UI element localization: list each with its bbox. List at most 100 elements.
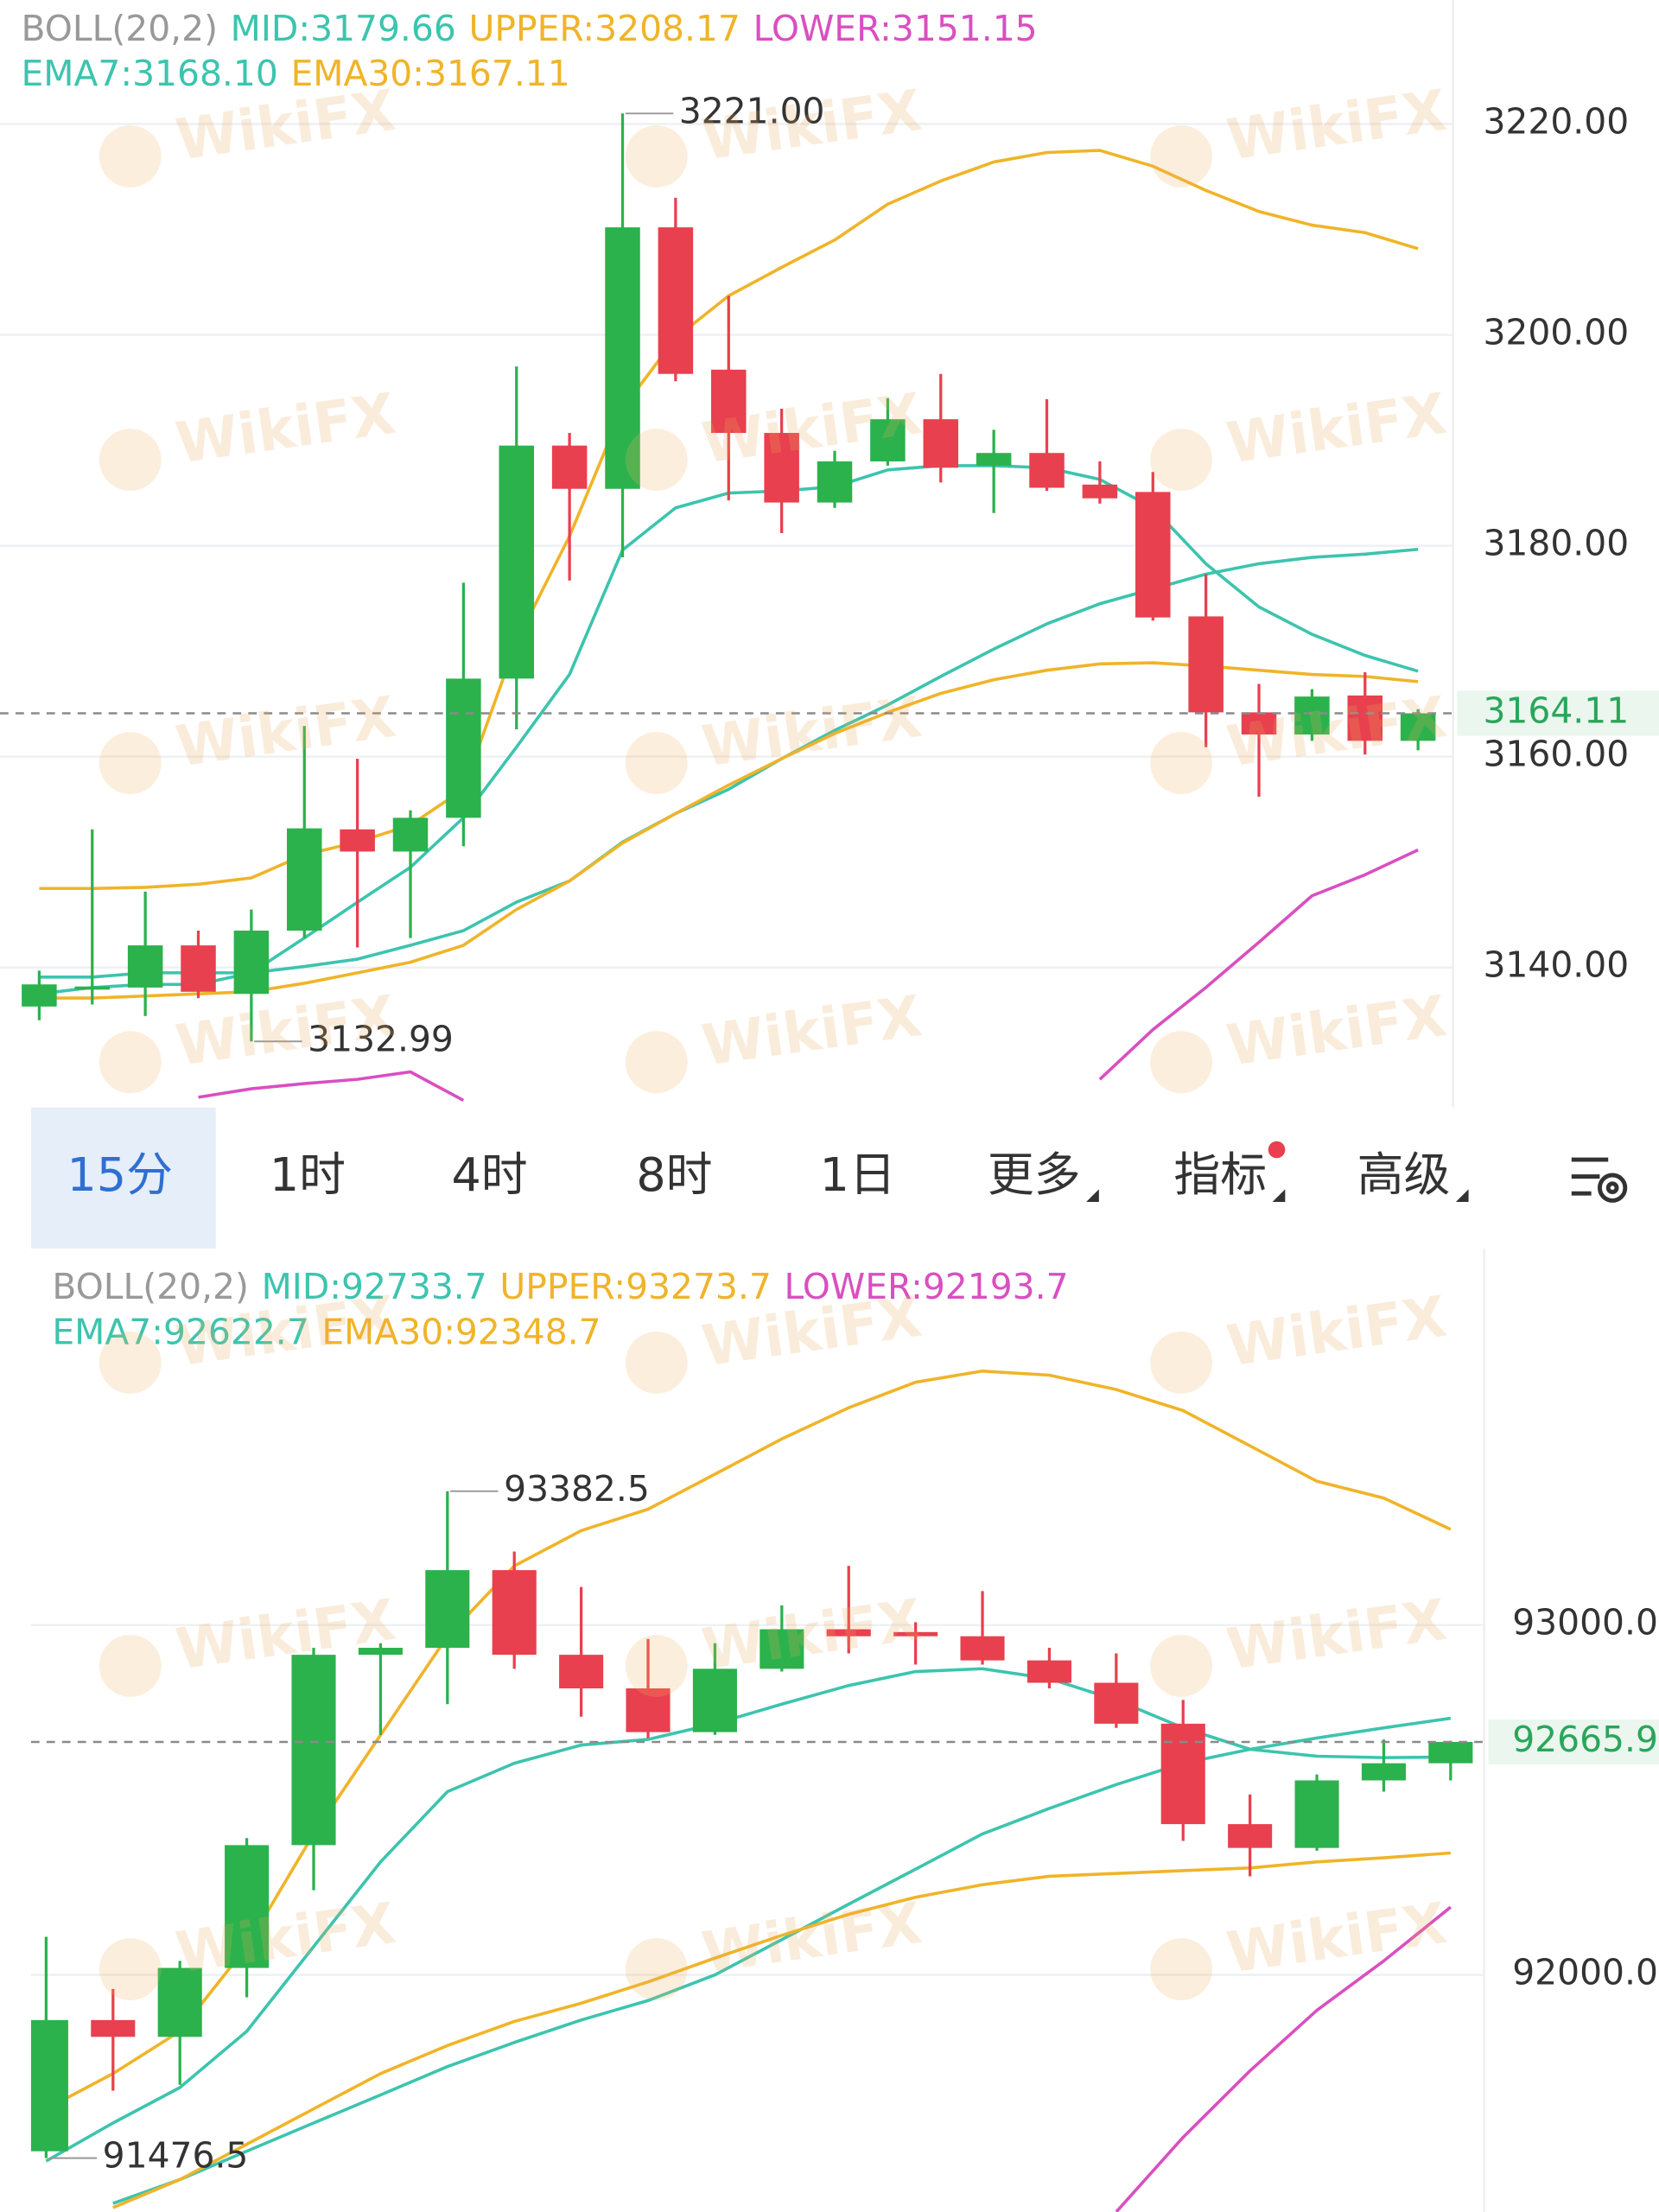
watermark-logo: [625, 1031, 688, 1094]
y-tick-label: 3180.00: [1483, 523, 1629, 564]
legend-entry: LOWER:92193.7: [785, 1266, 1069, 1307]
candle-body: [499, 445, 535, 679]
candle-body: [960, 1636, 1005, 1661]
indicator-line: [1115, 1905, 1452, 2212]
candle-body: [1082, 484, 1118, 499]
watermark-logo: [1150, 1938, 1213, 2000]
candle-body: [181, 945, 216, 992]
indicator-line: [39, 661, 1419, 1000]
tab[interactable]: 高级: [1357, 1147, 1451, 1202]
watermark-logo: [99, 1031, 162, 1094]
indicator-line: [39, 149, 1419, 891]
indicator-line: [45, 1667, 1451, 2163]
candle-body: [1347, 695, 1383, 741]
watermark-logo: [99, 1938, 162, 2000]
candle-body: [340, 829, 375, 852]
legend-entry: EMA7:3168.10: [21, 53, 277, 94]
watermark-logo: [625, 732, 688, 795]
watermark-logo: [99, 732, 162, 795]
watermark-logo: [99, 429, 162, 491]
candle-body: [446, 678, 481, 818]
watermark-logo: [625, 1635, 688, 1697]
candle-body: [605, 227, 640, 489]
indicator-line: [1098, 849, 1419, 1081]
indicator-line: [112, 1851, 1451, 2209]
candle-body: [692, 1669, 737, 1732]
legend-entry: MID:3179.66: [231, 8, 456, 49]
candle-body: [1294, 696, 1330, 735]
candle-body: [1228, 1824, 1273, 1848]
last-price-box: [1488, 1719, 1659, 1765]
candle-body: [127, 945, 163, 988]
tab[interactable]: 1时: [270, 1147, 346, 1202]
legend-entry: EMA30:3167.11: [290, 53, 569, 94]
candle-body: [559, 1655, 604, 1688]
annotation-label: 3132.99: [308, 1018, 454, 1059]
tab-selected-bg: [30, 1107, 216, 1249]
indicator-line: [112, 1716, 1452, 2205]
indicator-name: BOLL(20,2): [21, 8, 218, 49]
tab[interactable]: 更多: [988, 1147, 1081, 1202]
legend-entry: MID:92733.7: [262, 1266, 487, 1307]
dropdown-triangle: [1272, 1189, 1286, 1203]
tab[interactable]: 指标: [1173, 1147, 1267, 1202]
candle-body: [74, 986, 111, 990]
indicator-line: [198, 1070, 465, 1103]
icon-gear: [1597, 1173, 1628, 1203]
watermark-logo: [1150, 1332, 1213, 1394]
tab[interactable]: 8时: [636, 1147, 712, 1202]
tab[interactable]: 4时: [451, 1147, 527, 1202]
candle-body: [1135, 492, 1171, 618]
tab[interactable]: 15分: [67, 1147, 173, 1202]
candle-body: [492, 1570, 537, 1656]
watermark-logo: [625, 125, 688, 188]
tabs: 15分 1时 4时 8时 1日 更多 指标 高级: [30, 1107, 1628, 1249]
candle-body: [923, 419, 959, 468]
last-price-label: 3164.11: [1483, 690, 1629, 732]
indicator-name: BOLL(20,2): [52, 1266, 249, 1307]
candle-body: [1241, 712, 1277, 735]
candle-body: [291, 1655, 336, 1846]
plot-area: [22, 113, 1436, 1103]
candle-body: [392, 817, 429, 852]
candle-body: [764, 433, 799, 503]
notice-dot: [1268, 1141, 1286, 1159]
watermark-logo: [625, 1938, 688, 2000]
icon-gear-core: [1605, 1181, 1619, 1195]
plot-area: [30, 1369, 1473, 2212]
candle-body: [1094, 1682, 1139, 1724]
candle-body: [1188, 616, 1224, 713]
candle-body: [760, 1629, 804, 1669]
candle-body: [22, 984, 57, 1007]
watermark-logo: [99, 1332, 162, 1394]
legend-entry: UPPER:3208.17: [469, 8, 741, 49]
watermark-logo: [1150, 1635, 1213, 1697]
tab[interactable]: 1日: [820, 1147, 896, 1202]
watermark-logo: [99, 125, 162, 188]
watermark-logo: [625, 1332, 688, 1394]
candle-body: [1029, 453, 1065, 488]
tab-bar: [0, 1107, 1659, 1249]
y-tick-label: 3200.00: [1483, 312, 1629, 353]
candle-body: [817, 461, 853, 503]
legend-entry: LOWER:3151.15: [753, 8, 1038, 49]
annotation-label: 3221.00: [679, 90, 825, 131]
watermark-logo: [1150, 1031, 1213, 1094]
candle-body: [893, 1631, 938, 1637]
legend-entry: UPPER:93273.7: [499, 1266, 771, 1307]
dropdown-triangle: [1455, 1189, 1469, 1203]
y-tick-label: 3140.00: [1483, 944, 1629, 986]
watermark-logo: [1150, 429, 1213, 491]
candle-body: [287, 828, 322, 931]
legend-entry: EMA7:92622.7: [52, 1311, 308, 1352]
annotation-label: 93382.5: [504, 1468, 650, 1510]
legend-entry: EMA30:92348.7: [321, 1311, 601, 1352]
candle-body: [157, 1967, 202, 2037]
candle-body: [425, 1570, 470, 1649]
candle-body: [1400, 713, 1436, 741]
y-tick-label: 3160.00: [1483, 734, 1629, 775]
watermark-logo: [1150, 732, 1213, 795]
indicator-line: [39, 547, 1419, 979]
settings-icon[interactable]: [1571, 1157, 1628, 1203]
